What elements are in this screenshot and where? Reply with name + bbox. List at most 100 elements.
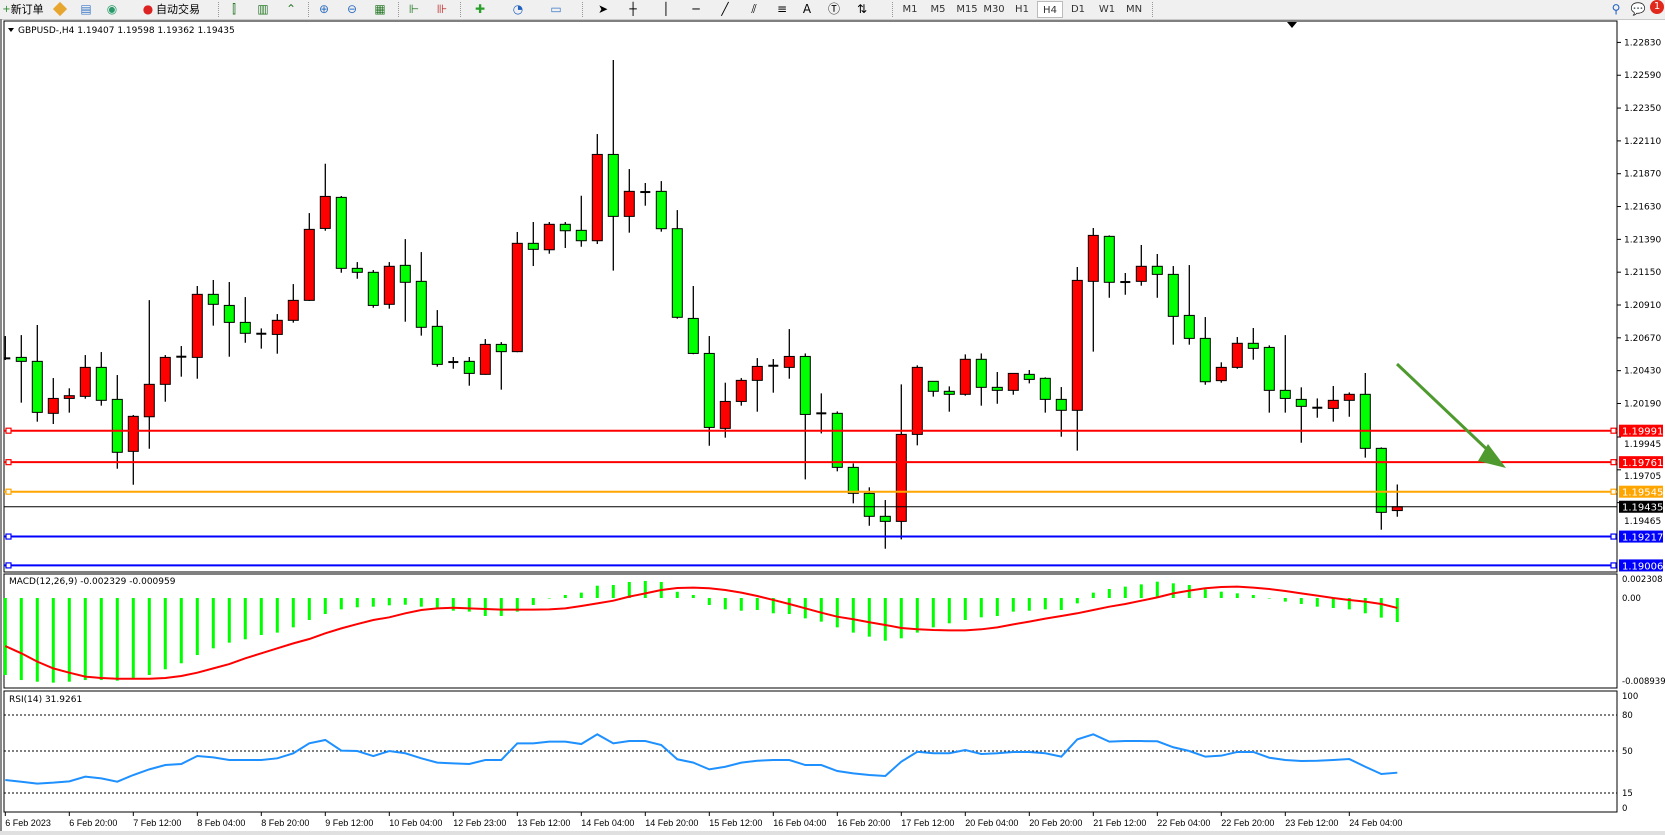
timeframe-mn[interactable]: MN	[1125, 4, 1143, 15]
chart-shift-icon[interactable]: ⊩	[408, 1, 420, 16]
macd-histogram-bar	[1379, 598, 1383, 618]
price-axis-label: 1.20910	[1624, 301, 1661, 311]
macd-histogram-bar	[1395, 598, 1399, 623]
candle	[1375, 447, 1387, 530]
autoscroll-icon[interactable]: ⊪	[436, 1, 448, 16]
timeframe-m15[interactable]: M15	[956, 4, 978, 15]
auto-trading-label: 自动交易	[156, 3, 200, 16]
macd-histogram-bar	[179, 598, 183, 664]
candle	[1120, 273, 1131, 295]
level-handle-left[interactable]	[5, 533, 12, 540]
candle	[1312, 398, 1323, 418]
macd-histogram-bar	[563, 595, 567, 598]
macd-histogram-bar	[915, 598, 919, 633]
level-handle-right[interactable]	[1610, 427, 1617, 434]
bearish-candle-body	[495, 343, 507, 353]
bullish-candle-body	[1071, 279, 1083, 411]
bearish-candle-body	[1375, 447, 1387, 513]
candle	[191, 285, 203, 379]
text-icon[interactable]: A	[799, 1, 815, 17]
candle	[511, 231, 523, 353]
level-handle-left[interactable]	[5, 488, 12, 495]
timeframe-h4[interactable]: H4	[1037, 1, 1063, 18]
signal-icon[interactable]: ◉	[106, 1, 118, 16]
candle	[47, 378, 59, 424]
zoom-out-icon[interactable]: ⊖	[346, 1, 358, 16]
candle	[1183, 265, 1195, 345]
macd-histogram-bar	[1331, 598, 1335, 609]
toolbar-separator	[460, 2, 462, 17]
macd-histogram-bar	[691, 595, 695, 598]
horizontal-scrollbar[interactable]	[0, 831, 1665, 835]
indicators-icon[interactable]: ✚	[474, 1, 486, 16]
level-handle-right[interactable]	[1610, 533, 1617, 540]
macd-axis-label: -0.008939	[1622, 677, 1665, 687]
timeframe-w1[interactable]: W1	[1098, 4, 1116, 15]
new-order-button[interactable]: + 新订单	[0, 1, 46, 18]
rsi-line	[5, 733, 1398, 785]
bearish-candle-body	[1183, 314, 1195, 339]
bearish-candle-body	[703, 352, 715, 428]
trend-arrow-shaft[interactable]	[1395, 362, 1497, 459]
chart-shift-marker-icon[interactable]	[1287, 22, 1297, 28]
search-icon[interactable]: ⚲	[1611, 1, 1621, 16]
auto-trading-button[interactable]: ● 自动交易	[130, 1, 210, 18]
candle	[1199, 317, 1211, 385]
bearish-candle-body	[31, 360, 43, 413]
cursor-icon[interactable]: ➤	[597, 1, 609, 16]
periods-icon[interactable]: ◔	[512, 1, 524, 16]
candle	[719, 382, 731, 438]
zoom-in-icon[interactable]: ⊕	[318, 1, 330, 16]
rsi-label: RSI(14) 31.9261	[9, 695, 82, 705]
timeframe-d1[interactable]: D1	[1070, 4, 1086, 15]
vertical-line-icon[interactable]: │	[662, 1, 670, 16]
macd-histogram-bar	[1251, 595, 1255, 598]
level-handle-left[interactable]	[5, 562, 12, 569]
candle	[351, 262, 363, 279]
notifications-icon[interactable]: 💬	[1630, 1, 1646, 16]
candle	[959, 354, 971, 396]
price-level-value: 1.19991	[1622, 427, 1663, 438]
timeframe-m30[interactable]: M30	[983, 4, 1005, 15]
level-handle-left[interactable]	[5, 427, 12, 434]
crosshair-icon[interactable]: ┼	[629, 1, 637, 16]
templates-icon[interactable]: ▭	[550, 1, 562, 16]
candle	[1327, 385, 1339, 422]
bullish-candle-body	[719, 400, 731, 429]
level-handle-right[interactable]	[1610, 562, 1617, 569]
macd-axis-label: 0.002308	[1622, 575, 1663, 585]
level-handle-right[interactable]	[1610, 459, 1617, 466]
candlestick-icon[interactable]: ▥	[257, 1, 269, 16]
macd-histogram-bar	[899, 598, 903, 639]
timeframe-h1[interactable]: H1	[1015, 4, 1029, 15]
text-label-icon[interactable]: Ⓣ	[827, 1, 840, 16]
level-handle-right[interactable]	[1610, 488, 1617, 495]
horizontal-line-icon[interactable]: ─	[692, 1, 700, 16]
tile-windows-icon[interactable]: ▦	[374, 1, 386, 16]
arrow-down-right-icon[interactable]	[1478, 444, 1506, 468]
macd-histogram-bar	[755, 598, 759, 610]
arrows-icon[interactable]: ⇅	[856, 1, 868, 16]
macd-histogram-bar	[771, 598, 775, 614]
fibonacci-icon[interactable]: ≡	[776, 1, 788, 16]
candle	[1007, 372, 1019, 395]
macd-histogram-bar	[1363, 598, 1367, 614]
bullish-candle-body	[543, 223, 555, 251]
timeframe-m5[interactable]: M5	[930, 4, 946, 15]
time-axis-label: 20 Feb 04:00	[965, 818, 1018, 828]
macd-histogram-bar	[627, 581, 631, 598]
timeframe-m1[interactable]: M1	[902, 4, 918, 15]
macd-histogram-bar	[1203, 589, 1207, 598]
trendline-icon[interactable]: ╱	[721, 1, 729, 16]
level-handle-left[interactable]	[5, 459, 12, 466]
bearish-candle-body	[527, 242, 539, 250]
bearish-candle-body	[879, 515, 891, 522]
bar-chart-icon[interactable]: ⫿	[232, 1, 236, 16]
bearish-candle-body	[1263, 346, 1275, 391]
price-axis-label: 1.20670	[1624, 334, 1661, 344]
equidistant-channel-icon[interactable]: ⫽	[751, 1, 757, 16]
price-level-value: 1.19761	[1622, 458, 1663, 469]
history-center-icon[interactable]: ▤	[80, 1, 92, 16]
line-chart-icon[interactable]: ⌃	[285, 1, 297, 16]
